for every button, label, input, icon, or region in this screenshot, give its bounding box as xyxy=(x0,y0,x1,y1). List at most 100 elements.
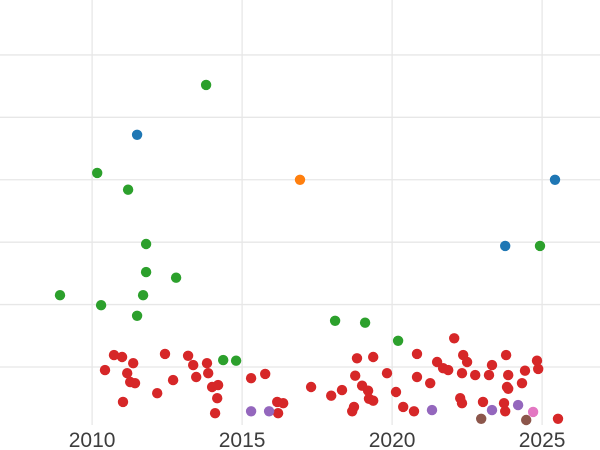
data-point xyxy=(212,393,223,404)
data-point xyxy=(212,379,224,391)
data-point xyxy=(534,240,546,252)
data-point xyxy=(392,335,404,346)
x-axis-tick-labels: 2010 2015 2020 2025 xyxy=(69,429,566,450)
data-point xyxy=(500,240,511,252)
data-point xyxy=(167,374,179,386)
data-point xyxy=(552,413,564,424)
data-point xyxy=(260,368,271,380)
data-point xyxy=(230,355,242,366)
series-pink xyxy=(527,406,539,418)
data-point xyxy=(329,315,341,326)
data-point xyxy=(521,414,532,426)
data-point xyxy=(336,384,348,396)
x-tick-label: 2015 xyxy=(219,429,266,450)
data-point xyxy=(470,369,481,381)
x-tick-label: 2025 xyxy=(519,429,566,450)
data-point xyxy=(486,404,498,416)
data-point xyxy=(92,167,103,179)
data-point xyxy=(408,406,420,417)
data-point xyxy=(476,413,487,424)
data-point xyxy=(368,351,379,363)
data-point xyxy=(188,359,199,371)
data-point xyxy=(278,398,289,409)
data-point xyxy=(503,369,514,381)
data-point xyxy=(117,396,129,408)
data-point xyxy=(99,364,111,376)
data-point xyxy=(129,378,141,389)
data-point xyxy=(218,354,229,366)
data-point xyxy=(512,399,524,411)
series-brown xyxy=(476,413,532,426)
data-point xyxy=(411,348,423,360)
data-point xyxy=(456,368,468,379)
data-point xyxy=(131,129,143,140)
data-point xyxy=(201,358,213,369)
gridlines xyxy=(0,0,600,425)
data-point xyxy=(191,371,202,383)
series-green xyxy=(54,79,546,366)
data-point xyxy=(362,385,374,396)
data-point xyxy=(131,310,143,321)
data-point xyxy=(140,238,152,250)
data-point xyxy=(116,351,128,363)
data-point xyxy=(527,406,539,418)
data-point xyxy=(128,358,139,369)
data-point xyxy=(359,317,371,328)
data-point xyxy=(350,370,361,381)
data-point xyxy=(326,390,337,401)
data-point xyxy=(122,184,134,195)
data-points xyxy=(54,79,564,426)
series-purple xyxy=(245,399,524,417)
data-point xyxy=(486,359,498,371)
data-point xyxy=(368,395,379,406)
data-point xyxy=(294,174,306,185)
series-blue xyxy=(131,129,561,252)
data-point xyxy=(351,353,363,364)
data-point xyxy=(108,349,120,361)
data-point xyxy=(500,406,511,417)
data-point xyxy=(456,398,468,409)
data-point xyxy=(390,386,402,398)
data-point xyxy=(549,174,561,185)
data-point xyxy=(483,369,495,381)
data-point xyxy=(498,398,510,409)
data-point xyxy=(152,388,163,399)
data-point xyxy=(449,333,460,344)
data-point xyxy=(411,371,423,383)
x-tick-label: 2010 xyxy=(69,429,116,450)
data-point xyxy=(477,396,489,408)
data-point xyxy=(461,356,473,368)
data-point xyxy=(182,350,194,361)
data-point xyxy=(140,266,152,278)
x-tick-label: 2020 xyxy=(369,429,416,450)
data-point xyxy=(398,401,409,413)
data-point xyxy=(381,368,393,379)
data-point xyxy=(531,355,543,366)
data-point xyxy=(503,383,514,394)
data-point xyxy=(263,406,275,417)
data-point xyxy=(533,363,544,375)
data-point xyxy=(122,368,133,379)
data-point xyxy=(159,348,171,360)
data-point xyxy=(170,272,182,283)
data-point xyxy=(203,368,214,379)
data-point xyxy=(200,79,212,91)
data-point xyxy=(516,378,528,389)
data-point xyxy=(425,378,436,389)
data-point xyxy=(137,290,149,301)
data-point xyxy=(519,365,531,376)
data-point xyxy=(54,290,66,301)
data-point xyxy=(209,408,221,419)
data-point xyxy=(347,406,358,417)
data-point xyxy=(305,381,317,393)
data-point xyxy=(500,349,512,361)
data-point xyxy=(245,373,257,384)
series-red xyxy=(99,333,564,424)
series-orange xyxy=(294,174,306,185)
data-point xyxy=(245,406,257,417)
data-point xyxy=(95,300,107,311)
data-point xyxy=(272,408,284,419)
data-point xyxy=(443,364,454,376)
